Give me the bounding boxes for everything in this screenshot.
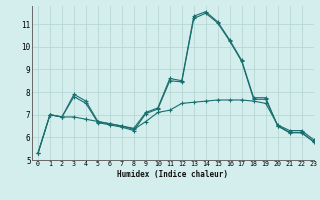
X-axis label: Humidex (Indice chaleur): Humidex (Indice chaleur) bbox=[117, 170, 228, 179]
